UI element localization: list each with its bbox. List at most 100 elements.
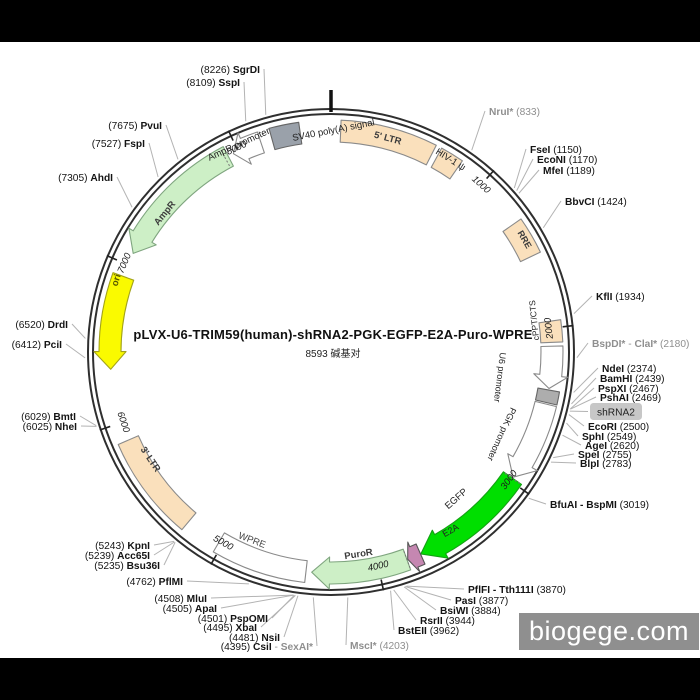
- site-label-nrui: NruI* (833): [489, 107, 540, 118]
- site-label-bsteii: BstEII (3962): [398, 626, 459, 637]
- site-leader-bspdi: [576, 342, 589, 359]
- site-leader-nrui: [471, 110, 486, 151]
- site-leader-pvui: [165, 124, 179, 160]
- site-leader-kfli: [573, 295, 593, 314]
- feature-ampr-promoter: [232, 131, 265, 165]
- scale-tick-1000: [485, 169, 495, 180]
- site-label-bamhi: BamHI (2439): [600, 374, 665, 385]
- site-label-bbvci: BbvCI (1424): [565, 197, 627, 208]
- site-label-fsei: FseI (1150): [530, 145, 582, 156]
- feature-three-ltr: [117, 435, 197, 531]
- site-label-kpni: (5243) KpnI: [95, 541, 150, 552]
- site-label-msci: MscI* (4203): [350, 641, 409, 652]
- site-label-bsiwi: BsiWI (3884): [440, 606, 501, 617]
- title-block: pLVX-U6-TRIM59(human)-shRNA2-PGK-EGFP-E2…: [133, 327, 532, 360]
- backbone-inner-ring: [92, 113, 570, 591]
- feature-label-cppt-cts: cPPT/CTS: [527, 300, 541, 341]
- site-label-nsii: (4481) NsiI: [229, 633, 280, 644]
- site-leader-bamhi: [571, 377, 597, 405]
- site-leader-pcii: [65, 343, 86, 359]
- feature-hiv1-psi: [430, 147, 463, 180]
- site-leader-bmti: [79, 415, 97, 427]
- feature-junction-dash-1: [403, 550, 411, 569]
- site-leader-ahdi: [116, 176, 133, 208]
- site-label-ecori: EcoRI (2500): [588, 422, 649, 433]
- site-chip-shrna2-label: shRNA2: [597, 408, 635, 419]
- site-leader-msci: [345, 597, 349, 646]
- letterbox-top: [0, 0, 700, 42]
- scale-tick-3000: [519, 487, 530, 495]
- site-label-xbai: (4495) XbaI: [203, 623, 257, 634]
- feature-cppt-cts: [538, 319, 564, 344]
- plasmid-title: pLVX-U6-TRIM59(human)-shRNA2-PGK-EGFP-E2…: [133, 327, 533, 342]
- site-label-sphi: SphI (2549): [582, 432, 636, 443]
- site-leader-bsteii: [390, 590, 395, 631]
- feature-sv40-polya: [268, 121, 303, 151]
- scale-tick-4000: [380, 579, 385, 591]
- site-leader-fsei: [513, 148, 527, 189]
- scale-tick-8000: [227, 130, 234, 141]
- feature-ampr: [128, 146, 234, 254]
- site-label-rsrii: RsrII (3944): [420, 616, 475, 627]
- site-label-apai: (4505) ApaI: [163, 604, 218, 615]
- site-leader-sgrdi: [263, 68, 267, 115]
- site-label-ndei: NdeI (2374): [602, 364, 656, 375]
- site-leader-agei: [562, 434, 582, 446]
- site-label-bmti: (6029) BmtI: [21, 412, 76, 423]
- site-label-pflmi: (4762) PflMI: [126, 577, 183, 588]
- site-label-acc65i: (5239) Acc65I: [85, 551, 150, 562]
- site-label-pshai: PshAI (2469): [600, 393, 661, 404]
- watermark-biogege: biogege.com: [519, 613, 699, 650]
- site-leader-sphi: [566, 422, 579, 437]
- site-label-sspi: (8109) SspI: [186, 78, 240, 89]
- site-leader-mfei: [518, 169, 540, 194]
- site-leader-bsu36i: [163, 542, 176, 566]
- site-label-econi: EcoNI (1170): [537, 155, 597, 166]
- site-label-csii: (4395) CsiI - SexAI*: [221, 642, 313, 653]
- feature-junction-dash-0: [504, 472, 520, 485]
- site-label-pspomi: (4501) PspOMI: [198, 614, 268, 625]
- feature-junction-dash-2: [220, 149, 230, 167]
- site-label-nhei: (6025) NheI: [23, 422, 78, 433]
- site-leader-apai: [220, 594, 294, 609]
- feature-u6-promoter: [533, 345, 569, 390]
- site-leader-kpni: [153, 540, 175, 546]
- feature-pgk-promoter: [507, 400, 558, 478]
- site-leader-spei: [553, 453, 575, 459]
- scale-tick-label-1000: 1000: [469, 174, 493, 197]
- site-label-pcii: (6412) PciI: [12, 340, 63, 351]
- site-label-bfuai: BfuAI - BspMI (3019): [550, 500, 649, 511]
- feature-label-puror: PuroR: [344, 547, 374, 562]
- scale-tick-label-6000: 6000: [114, 410, 131, 434]
- scale-tick-7000: [106, 254, 118, 261]
- site-leader-csii: [312, 597, 318, 647]
- site-leader-bbvci: [542, 200, 562, 229]
- site-leader-drdi: [71, 323, 86, 339]
- site-label-bspdi: BspDI* - ClaI* (2180): [592, 339, 689, 350]
- scale-tick-5000: [210, 554, 218, 565]
- site-label-mlui: (4508) MluI: [154, 594, 207, 605]
- feature-label-ori: ori: [110, 273, 124, 288]
- site-leader-sspi: [243, 81, 247, 122]
- feature-label-egfp: EGFP: [443, 486, 470, 511]
- scale-tick-label-4000: 4000: [367, 559, 391, 574]
- feature-shrna2: [534, 387, 561, 406]
- scale-tick-2000: [562, 324, 574, 328]
- feature-rre: [502, 218, 541, 263]
- site-leader-rsrii: [393, 589, 417, 621]
- site-label-sgrdi: (8226) SgrDI: [201, 65, 261, 76]
- site-label-pspxi: PspXI (2467): [598, 384, 659, 395]
- site-label-pvui: (7675) PvuI: [108, 121, 162, 132]
- plasmid-size-caption: 8593 碱基对: [305, 349, 361, 360]
- scale-tick-label-2000: 2000: [543, 316, 556, 340]
- site-label-pflfi: PflFI - Tth111I (3870): [468, 585, 566, 596]
- site-leader-bfuai: [528, 497, 547, 505]
- feature-puror: [311, 548, 412, 590]
- site-leader-pspxi: [570, 387, 595, 410]
- site-label-agei: AgeI (2620): [585, 441, 639, 452]
- site-leader-econi: [516, 158, 534, 191]
- scale-tick-6000: [99, 425, 111, 431]
- site-leader-nsii: [283, 595, 299, 638]
